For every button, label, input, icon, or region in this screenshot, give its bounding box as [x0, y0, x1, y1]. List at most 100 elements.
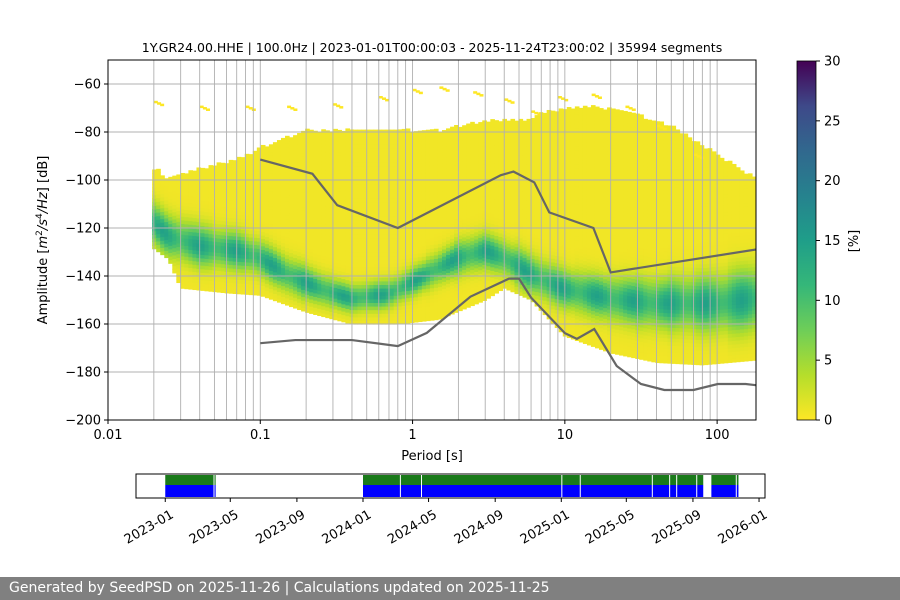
density-cell — [466, 145, 471, 150]
density-cell — [413, 239, 419, 244]
density-cell — [478, 294, 483, 300]
density-cell — [204, 186, 210, 191]
density-cell — [425, 219, 431, 224]
density-cell — [542, 282, 548, 287]
density-cell — [502, 122, 508, 127]
density-cell — [437, 192, 443, 198]
density-cell — [518, 226, 524, 232]
density-cell — [498, 178, 503, 184]
density-cell — [293, 221, 298, 226]
density-cell — [357, 162, 363, 167]
density-cell — [401, 154, 407, 159]
density-cell — [542, 278, 548, 283]
density-cell — [526, 126, 532, 131]
density-cell — [305, 139, 310, 144]
density-cell — [172, 208, 177, 213]
density-cell — [208, 175, 214, 181]
density-cell — [365, 208, 371, 213]
density-cell — [498, 139, 503, 144]
density-cell — [321, 194, 326, 199]
density-cell — [232, 170, 238, 176]
density-cell — [369, 151, 375, 156]
density-cell — [244, 164, 250, 169]
density-cell — [285, 258, 290, 263]
density-cell — [176, 210, 181, 215]
density-cell — [321, 251, 326, 256]
density-cell — [289, 245, 294, 250]
density-cell — [554, 122, 560, 127]
density-cell — [301, 195, 306, 200]
density-cell — [357, 284, 363, 289]
density-cell — [305, 135, 310, 141]
density-cell — [417, 173, 423, 179]
density-cell — [526, 169, 532, 174]
density-cell — [289, 209, 294, 214]
density-cell — [385, 277, 391, 282]
density-cell — [421, 148, 427, 153]
density-cell — [421, 263, 427, 268]
density-cell — [341, 238, 346, 244]
density-cell — [293, 250, 298, 255]
density-cell — [450, 187, 455, 193]
density-cell — [458, 159, 463, 164]
density-cell — [498, 189, 503, 194]
density-cell — [498, 146, 503, 151]
density-cell — [458, 213, 463, 218]
density-cell — [542, 166, 548, 172]
density-cell — [385, 313, 391, 318]
density-cell — [365, 280, 371, 285]
density-cell — [276, 186, 282, 192]
density-cell — [462, 218, 467, 224]
density-cell — [341, 184, 346, 190]
density-cell — [514, 167, 520, 172]
density-cell — [574, 182, 580, 187]
density-cell — [490, 205, 495, 210]
density-cell — [345, 139, 351, 144]
density-cell — [361, 151, 367, 156]
density-cell — [264, 236, 270, 241]
density-cell — [369, 255, 375, 260]
density-cell — [478, 154, 483, 159]
density-cell — [546, 300, 552, 305]
density-cell — [248, 157, 254, 162]
density-cell — [369, 172, 375, 177]
density-cell — [421, 238, 427, 243]
density-cell — [518, 158, 524, 163]
density-cell — [413, 188, 419, 193]
density-cell — [176, 217, 181, 222]
density-cell — [498, 121, 503, 126]
density-cell — [305, 233, 310, 238]
density-cell — [458, 202, 463, 207]
density-cell — [285, 236, 290, 241]
density-cell — [317, 157, 322, 162]
density-cell — [510, 248, 516, 253]
density-cell — [176, 203, 181, 208]
density-cell — [220, 209, 226, 214]
density-cell — [530, 182, 536, 188]
density-cell — [433, 175, 439, 180]
density-cell — [450, 241, 455, 247]
density-cell — [466, 123, 471, 128]
density-cell — [450, 270, 455, 275]
density-cell — [305, 215, 310, 220]
density-cell — [442, 216, 447, 221]
density-cell — [510, 259, 516, 264]
density-cell — [192, 174, 198, 179]
density-cell — [574, 279, 580, 284]
density-cell — [526, 154, 532, 160]
density-cell — [264, 261, 270, 266]
density-cell — [264, 258, 270, 263]
density-cell — [164, 185, 169, 190]
density-cell — [433, 164, 439, 169]
density-cell — [433, 182, 439, 187]
density-cell — [389, 270, 395, 275]
density-cell — [280, 256, 286, 261]
density-cell — [260, 195, 266, 200]
density-cell — [498, 247, 503, 252]
density-cell — [570, 126, 576, 131]
density-cell — [470, 211, 475, 217]
density-cell — [437, 207, 443, 212]
density-cell — [450, 220, 455, 225]
density-cell — [333, 204, 338, 209]
density-cell — [442, 248, 447, 254]
